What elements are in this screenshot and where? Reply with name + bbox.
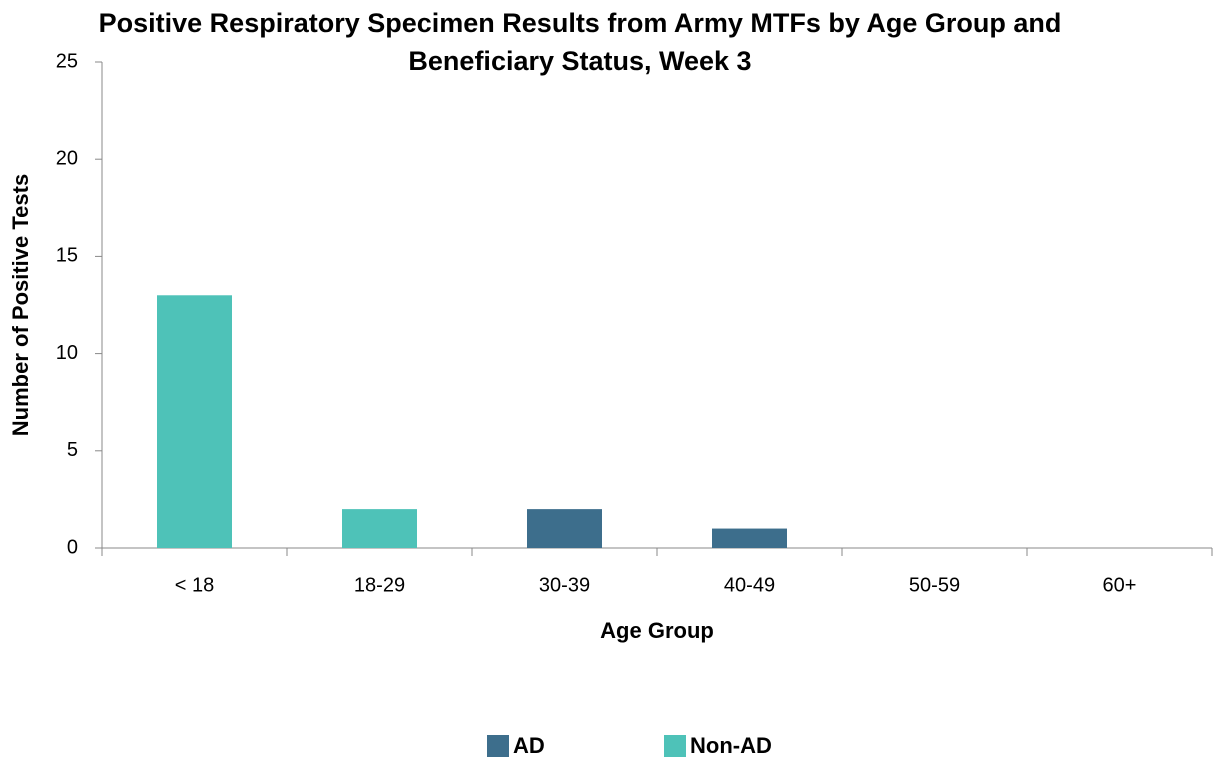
bar-segment: [712, 528, 787, 548]
legend-label: AD: [513, 733, 545, 758]
x-tick-label: 50-59: [909, 574, 960, 596]
chart-title: Positive Respiratory Specimen Results fr…: [98, 8, 1062, 76]
x-tick-label: 40-49: [724, 574, 775, 596]
legend-swatch: [664, 735, 686, 757]
y-tick-label: 25: [56, 50, 78, 72]
y-axis-label: Number of Positive Tests: [8, 174, 33, 436]
x-tick-label: 60+: [1103, 574, 1137, 596]
legend-swatch: [487, 735, 509, 757]
x-axis-label: Age Group: [600, 618, 714, 643]
bar-segment: [342, 509, 417, 548]
x-tick-label: 30-39: [539, 574, 590, 596]
y-tick-label: 10: [56, 342, 78, 364]
y-tick-label: 5: [67, 439, 78, 461]
bar-segment: [157, 295, 232, 548]
bar-segment: [527, 509, 602, 548]
x-tick-label: 18-29: [354, 574, 405, 596]
legend-label: Non-AD: [690, 733, 772, 758]
y-tick-label: 0: [67, 536, 78, 558]
y-tick-label: 15: [56, 245, 78, 267]
y-tick-label: 20: [56, 147, 78, 169]
x-tick-label: < 18: [175, 574, 214, 596]
